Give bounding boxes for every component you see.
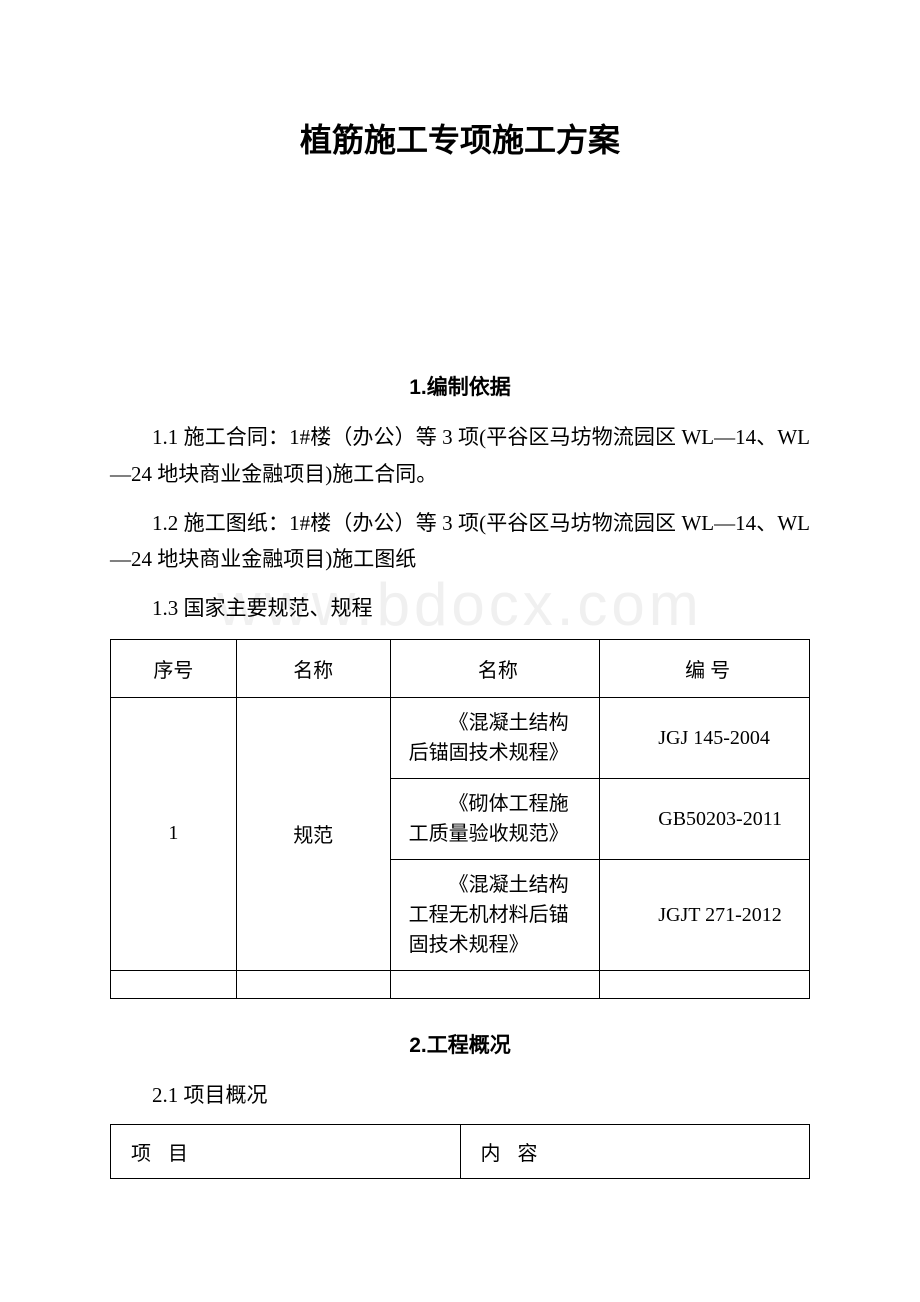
header-code: 编 号	[600, 639, 810, 697]
cell-serial: 1	[111, 697, 237, 970]
cell-standard-name: 《混凝土结构工程无机材料后锚固技术规程》	[390, 859, 600, 970]
section-1-heading: 1.编制依据	[110, 371, 810, 401]
subsection-2-1: 2.1 项目概况	[110, 1077, 810, 1114]
header-item: 项 目	[111, 1124, 461, 1178]
section-2-heading: 2.工程概况	[110, 1029, 810, 1059]
cell-standard-code: JGJ 145-2004	[600, 697, 810, 778]
cell-standard-code: JGJT 271-2012	[600, 859, 810, 970]
standards-table: 序号 名称 名称 编 号 1 规范 《混凝土结构后锚固技术规程》 JGJ 145…	[110, 639, 810, 999]
header-name: 名称	[390, 639, 600, 697]
table-empty-row	[111, 970, 810, 998]
cell-standard-name: 《砌体工程施工质量验收规范》	[390, 778, 600, 859]
cell-standard-name: 《混凝土结构后锚固技术规程》	[390, 697, 600, 778]
cell-standard-code: GB50203-2011	[600, 778, 810, 859]
paragraph-1-2: 1.2 施工图纸：1#楼（办公）等 3 项(平谷区马坊物流园区 WL—14、WL…	[110, 505, 810, 579]
table-row: 1 规范 《混凝土结构后锚固技术规程》 JGJ 145-2004	[111, 697, 810, 778]
empty-cell	[111, 970, 237, 998]
document-title: 植筋施工专项施工方案	[110, 115, 810, 161]
header-category: 名称	[236, 639, 390, 697]
project-overview-table: 项 目 内 容	[110, 1124, 810, 1179]
paragraph-1-3: 1.3 国家主要规范、规程	[110, 590, 810, 627]
empty-cell	[390, 970, 600, 998]
empty-cell	[600, 970, 810, 998]
empty-cell	[236, 970, 390, 998]
cell-category: 规范	[236, 697, 390, 970]
header-serial: 序号	[111, 639, 237, 697]
table-header-row: 序号 名称 名称 编 号	[111, 639, 810, 697]
paragraph-1-1: 1.1 施工合同：1#楼（办公）等 3 项(平谷区马坊物流园区 WL—14、WL…	[110, 419, 810, 493]
header-content: 内 容	[460, 1124, 810, 1178]
table-header-row: 项 目 内 容	[111, 1124, 810, 1178]
document-page: 植筋施工专项施工方案 1.编制依据 1.1 施工合同：1#楼（办公）等 3 项(…	[0, 0, 920, 1269]
